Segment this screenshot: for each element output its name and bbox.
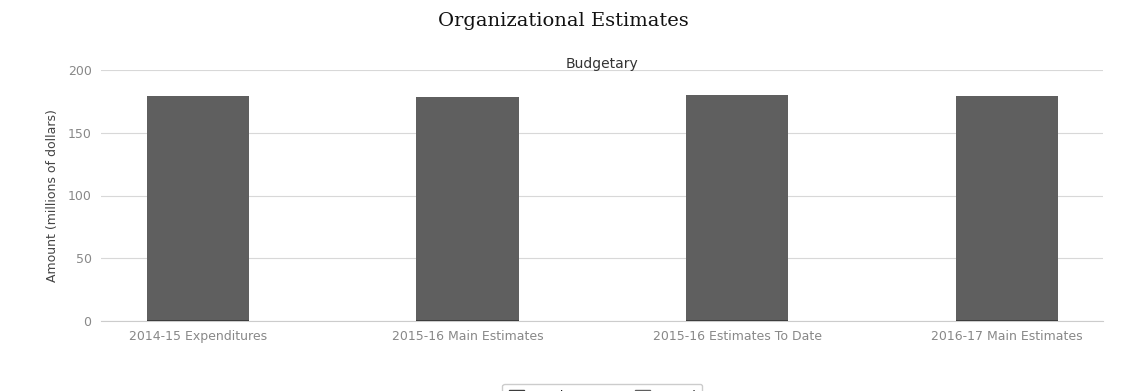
Text: Organizational Estimates: Organizational Estimates (438, 12, 688, 30)
Bar (146, 96, 249, 320)
Bar (417, 97, 519, 320)
Y-axis label: Amount (millions of dollars): Amount (millions of dollars) (46, 109, 60, 282)
Legend: Total Statutory, Voted: Total Statutory, Voted (502, 384, 703, 391)
Bar (956, 96, 1058, 320)
Bar (686, 95, 788, 320)
Title: Budgetary: Budgetary (566, 57, 638, 71)
